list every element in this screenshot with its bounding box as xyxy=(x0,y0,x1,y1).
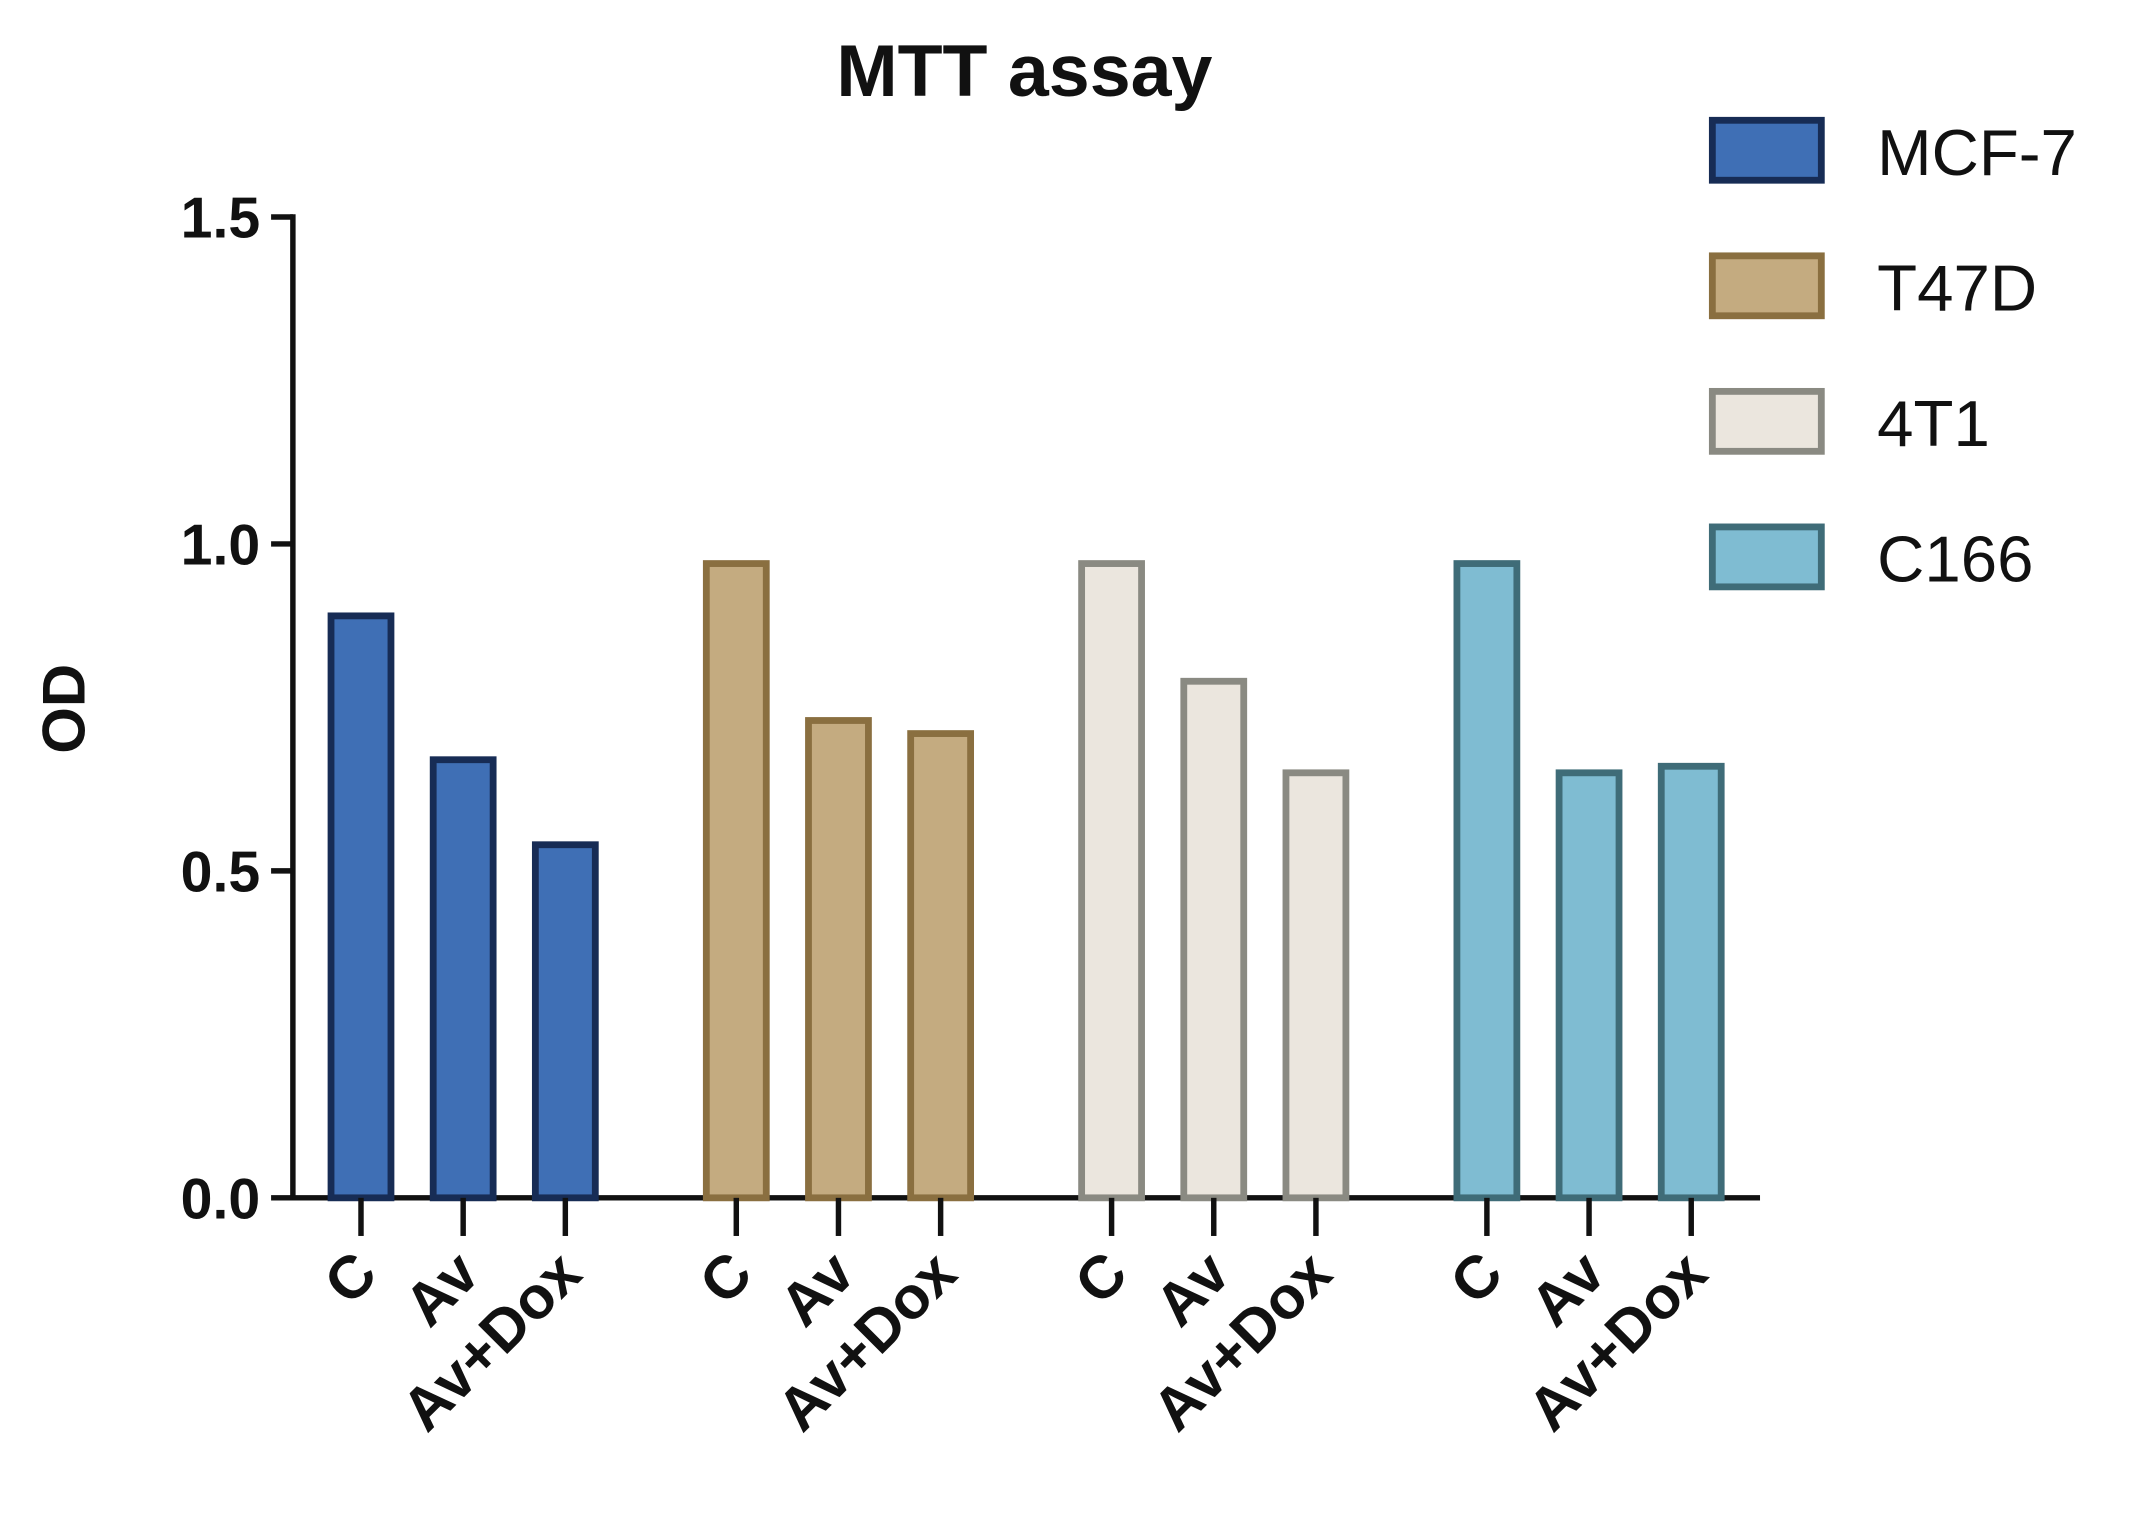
x-tick-label: C xyxy=(1437,1239,1515,1317)
legend-swatch xyxy=(1708,116,1825,184)
x-tick-label: C xyxy=(687,1239,765,1317)
bar xyxy=(1453,560,1521,1202)
bar xyxy=(702,560,770,1202)
legend-label: MCF-7 xyxy=(1877,116,2077,189)
y-tick-label: 1.0 xyxy=(181,513,261,577)
legend-label: 4T1 xyxy=(1877,387,1990,460)
legend-swatch xyxy=(1708,252,1825,320)
bar xyxy=(327,612,395,1202)
legend-label: C166 xyxy=(1877,522,2033,595)
bar xyxy=(1555,769,1623,1202)
chart-title: MTT assay xyxy=(836,29,1212,112)
x-tick-label: C xyxy=(1062,1239,1140,1317)
y-tick-label: 1.5 xyxy=(181,186,261,250)
bar xyxy=(1078,560,1145,1202)
bar xyxy=(429,756,497,1202)
y-axis-label: OD xyxy=(30,664,97,754)
legend-swatch xyxy=(1708,523,1825,591)
bar xyxy=(805,717,872,1202)
legend-label: T47D xyxy=(1877,251,2037,324)
y-tick-label: 0.5 xyxy=(181,840,261,904)
bar xyxy=(531,841,599,1202)
bar xyxy=(1180,677,1248,1202)
legend-swatch xyxy=(1708,387,1825,455)
bar xyxy=(907,730,975,1202)
x-tick-label: C xyxy=(311,1239,389,1317)
y-tick-label: 0.0 xyxy=(181,1167,261,1231)
bar xyxy=(1657,762,1725,1202)
bar xyxy=(1282,769,1350,1202)
